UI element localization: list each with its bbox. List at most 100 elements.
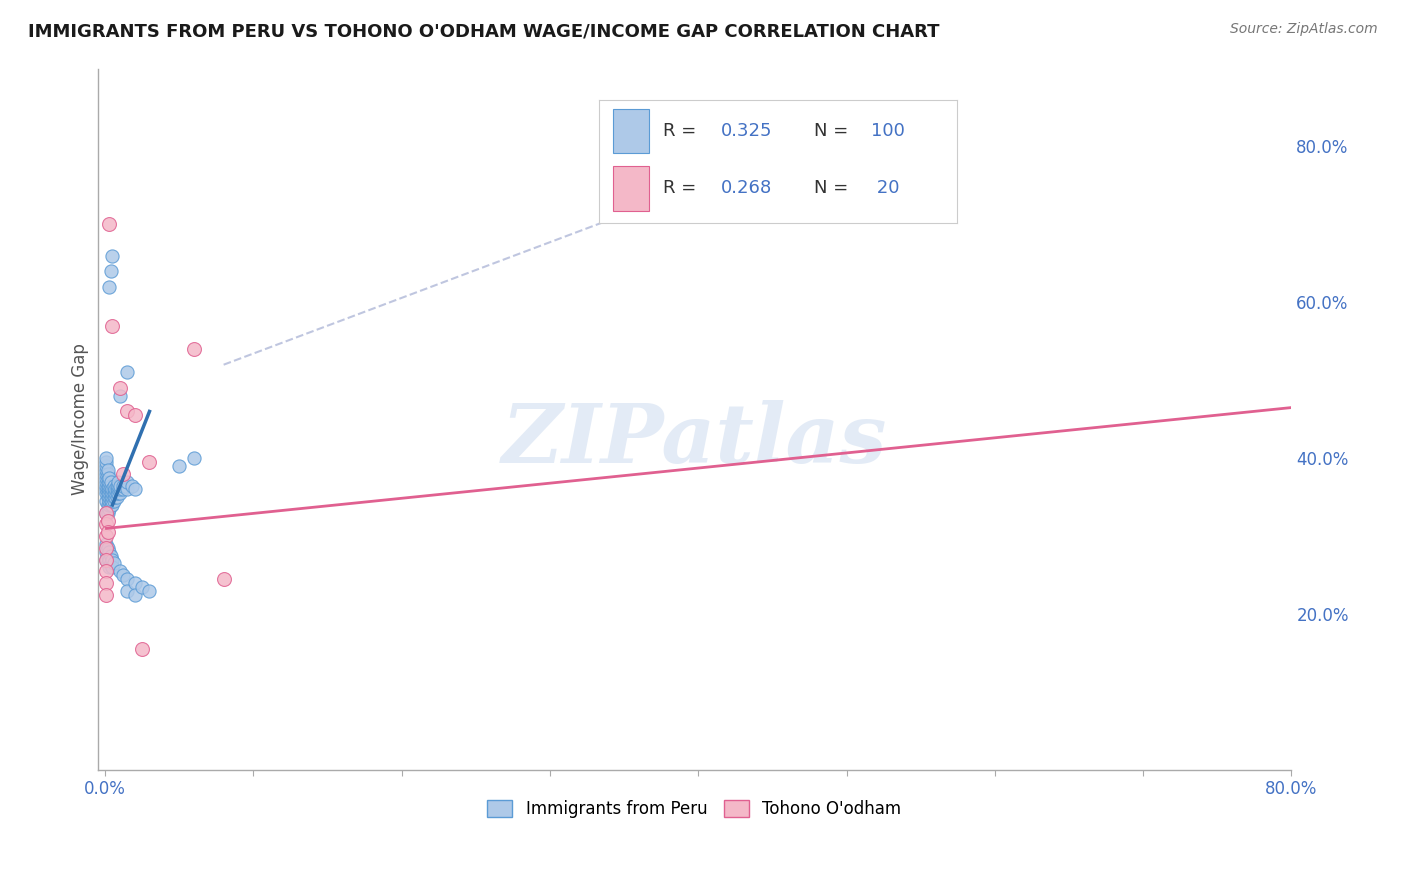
Point	[96, 529, 118, 543]
Point	[100, 490, 122, 504]
Point	[96, 483, 118, 497]
Text: Source: ZipAtlas.com: Source: ZipAtlas.com	[1230, 22, 1378, 37]
Point	[100, 483, 122, 497]
Legend: Immigrants from Peru, Tohono O'odham: Immigrants from Peru, Tohono O'odham	[481, 793, 908, 825]
Point	[96, 458, 118, 473]
Point	[108, 486, 131, 500]
Point	[101, 494, 124, 508]
Point	[96, 537, 118, 551]
Point	[100, 475, 122, 489]
Point	[97, 483, 120, 497]
Point	[101, 318, 124, 333]
Point	[108, 483, 131, 497]
Point	[108, 564, 131, 578]
Point	[183, 342, 205, 356]
Point	[101, 483, 124, 497]
Point	[124, 576, 146, 591]
Point	[105, 486, 128, 500]
Point	[96, 545, 118, 559]
Point	[114, 478, 136, 492]
Point	[107, 486, 129, 500]
Point	[121, 478, 143, 492]
Point	[167, 458, 190, 473]
Point	[98, 475, 121, 489]
Point	[131, 642, 153, 657]
Point	[124, 588, 146, 602]
Point	[97, 557, 120, 571]
Point	[96, 478, 118, 492]
Text: IMMIGRANTS FROM PERU VS TOHONO O'ODHAM WAGE/INCOME GAP CORRELATION CHART: IMMIGRANTS FROM PERU VS TOHONO O'ODHAM W…	[28, 22, 939, 40]
Point	[100, 498, 122, 512]
Point	[96, 552, 118, 566]
Point	[105, 478, 128, 492]
Point	[100, 549, 122, 563]
Point	[124, 483, 146, 497]
Point	[115, 366, 138, 380]
Point	[108, 389, 131, 403]
Point	[96, 541, 118, 555]
Point	[98, 545, 121, 559]
Point	[104, 490, 127, 504]
Text: ZIPatlas: ZIPatlas	[502, 401, 887, 480]
Point	[103, 486, 125, 500]
Point	[98, 498, 121, 512]
Point	[96, 506, 118, 520]
Point	[98, 494, 121, 508]
Point	[97, 475, 120, 489]
Point	[138, 455, 160, 469]
Point	[97, 514, 120, 528]
Point	[98, 552, 121, 566]
Point	[108, 381, 131, 395]
Point	[97, 549, 120, 563]
Point	[96, 564, 118, 578]
Point	[111, 478, 134, 492]
Point	[97, 478, 120, 492]
Point	[212, 572, 235, 586]
Point	[104, 486, 127, 500]
Point	[103, 478, 125, 492]
Point	[97, 490, 120, 504]
Point	[107, 475, 129, 489]
Point	[96, 517, 118, 532]
Y-axis label: Wage/Income Gap: Wage/Income Gap	[72, 343, 89, 495]
Point	[101, 560, 124, 574]
Point	[96, 471, 118, 485]
Point	[96, 451, 118, 466]
Point	[111, 467, 134, 481]
Point	[101, 552, 124, 566]
Point	[96, 576, 118, 591]
Point	[98, 478, 121, 492]
Point	[111, 568, 134, 582]
Point	[100, 494, 122, 508]
Point	[98, 218, 121, 232]
Point	[98, 483, 121, 497]
Point	[98, 486, 121, 500]
Point	[108, 478, 131, 492]
Point	[104, 483, 127, 497]
Point	[115, 475, 138, 489]
Point	[103, 557, 125, 571]
Point	[124, 409, 146, 423]
Point	[98, 502, 121, 516]
Point	[98, 560, 121, 574]
Point	[96, 455, 118, 469]
Point	[97, 486, 120, 500]
Point	[111, 483, 134, 497]
Point	[101, 486, 124, 500]
Point	[115, 404, 138, 418]
Point	[96, 506, 118, 520]
Point	[97, 498, 120, 512]
Point	[105, 483, 128, 497]
Point	[96, 552, 118, 566]
Point	[100, 557, 122, 571]
Point	[107, 483, 129, 497]
Point	[101, 498, 124, 512]
Point	[105, 490, 128, 504]
Point	[101, 490, 124, 504]
Point	[97, 541, 120, 555]
Point	[98, 471, 121, 485]
Point	[97, 471, 120, 485]
Point	[138, 583, 160, 598]
Point	[97, 467, 120, 481]
Point	[100, 478, 122, 492]
